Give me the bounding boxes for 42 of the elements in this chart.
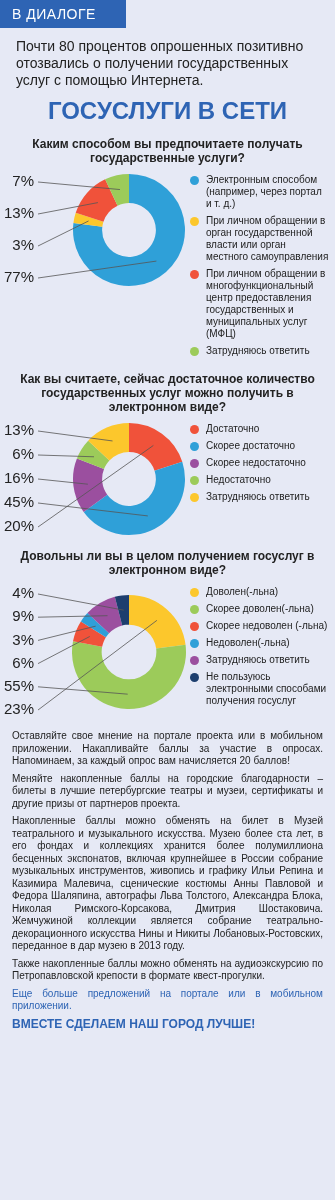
- legend-label: Электронным способом (например, через портал и т. д.): [206, 174, 323, 210]
- data-label: 55%: [3, 676, 34, 694]
- data-label: 77%: [3, 268, 34, 286]
- data-label: 7%: [12, 172, 34, 190]
- text: Меняйте накопленные баллы на городские благодарности – билеты в лучшие петербургские театры и музеи, сертификаты и другие призы от партнеров проекта.: [12, 772, 323, 810]
- text: Еще больше предложений на портале или в мобильном приложении.: [12, 987, 323, 1013]
- legend-label: Затрудняюсь ответить: [206, 491, 310, 503]
- data-label: 9%: [12, 607, 34, 625]
- text: ВМЕСТЕ СДЕЛАЕМ НАШ ГОРОД ЛУЧШЕ!: [12, 1016, 257, 1031]
- text: Накопленные баллы можно обменять на билет в Музей театрального и музыкального искусства. Музею более ста лет, в его фондах и коллекциях хранится более полумиллиона бесценных экспонатов, включая крупнейшее в России собрание музыкальных инструментов, живопись и графику Ильи Репина и Казимира Малевича, сценические костюмы Анны Павловой и Федора Шаляпина, автографы Льва Толстого, Александра Блока, Николая Римского-Корсакова, Дмитрия Шостаковича. Жемчужиной коллекции является собрание театрально-декорационного искусства Нины и Никиты Лобановых-Ростовских, переданное в дар музею в 2013 году.: [12, 815, 323, 951]
- text: Оставляйте свое мнение на портале проекта или в мобильном приложении. Накапливайте баллы за участие в опросах. Напоминаем, за каждый опрос вам начисляется 20 баллов!: [12, 730, 323, 768]
- legend-label: Скорее недоволен (-льна): [206, 620, 328, 632]
- data-label: 13%: [3, 204, 34, 222]
- legend-label: Затрудняюсь ответить: [206, 345, 310, 357]
- data-label: 13%: [3, 421, 34, 439]
- chart-title: Довольны ли вы в целом получением госуслуг в электронном виде?: [19, 548, 316, 579]
- text: В ДИАЛОГЕ: [0, 0, 126, 28]
- chart-title: Каким способом вы предпочитаете получать государственные услуги?: [31, 136, 304, 167]
- text: ГОСУСЛУГИ В СЕТИ: [46, 96, 289, 126]
- data-label: 4%: [12, 584, 34, 602]
- text: Почти 80 процентов опрошенных позитивно отозвались о получении государственных услуг с помощью Интернета.: [15, 37, 305, 90]
- legend-label: Затрудняюсь ответить: [206, 654, 310, 666]
- legend-label: При личном обращении в орган государственной власти или орган местного самоуправления: [206, 215, 330, 263]
- data-label: 16%: [3, 469, 34, 487]
- text: Также накопленные баллы можно обменять на аудиоэкскурсию по Петропавловской крепости в формате квест-прогулки.: [12, 957, 323, 983]
- data-label: 20%: [3, 517, 34, 535]
- legend-label: Скорее доволен(-льна): [206, 603, 314, 615]
- data-label: 3%: [12, 630, 34, 648]
- legend-label: Скорее достаточно: [206, 440, 296, 452]
- legend-label: Недоволен(-льна): [206, 637, 290, 649]
- legend-label: Доволен(-льна): [206, 586, 279, 598]
- legend-label: Достаточно: [206, 423, 260, 435]
- data-label: 6%: [12, 653, 34, 671]
- legend-label: Скорее недостаточно: [206, 457, 306, 469]
- data-label: 45%: [3, 493, 34, 511]
- legend-label: При личном обращении в многофункциональный центр предоставления государственных и муниципальных услуг (МФЦ): [206, 268, 327, 340]
- data-label: 3%: [12, 236, 34, 254]
- data-label: 23%: [3, 700, 34, 718]
- data-label: 6%: [12, 445, 34, 463]
- legend-label: Не пользуюсь электронными способами получения госуслуг: [206, 671, 328, 707]
- legend-label: Недостаточно: [206, 474, 271, 486]
- chart-title: Как вы считаете, сейчас достаточное количество государственных услуг можно получить в электронном виде?: [19, 371, 316, 416]
